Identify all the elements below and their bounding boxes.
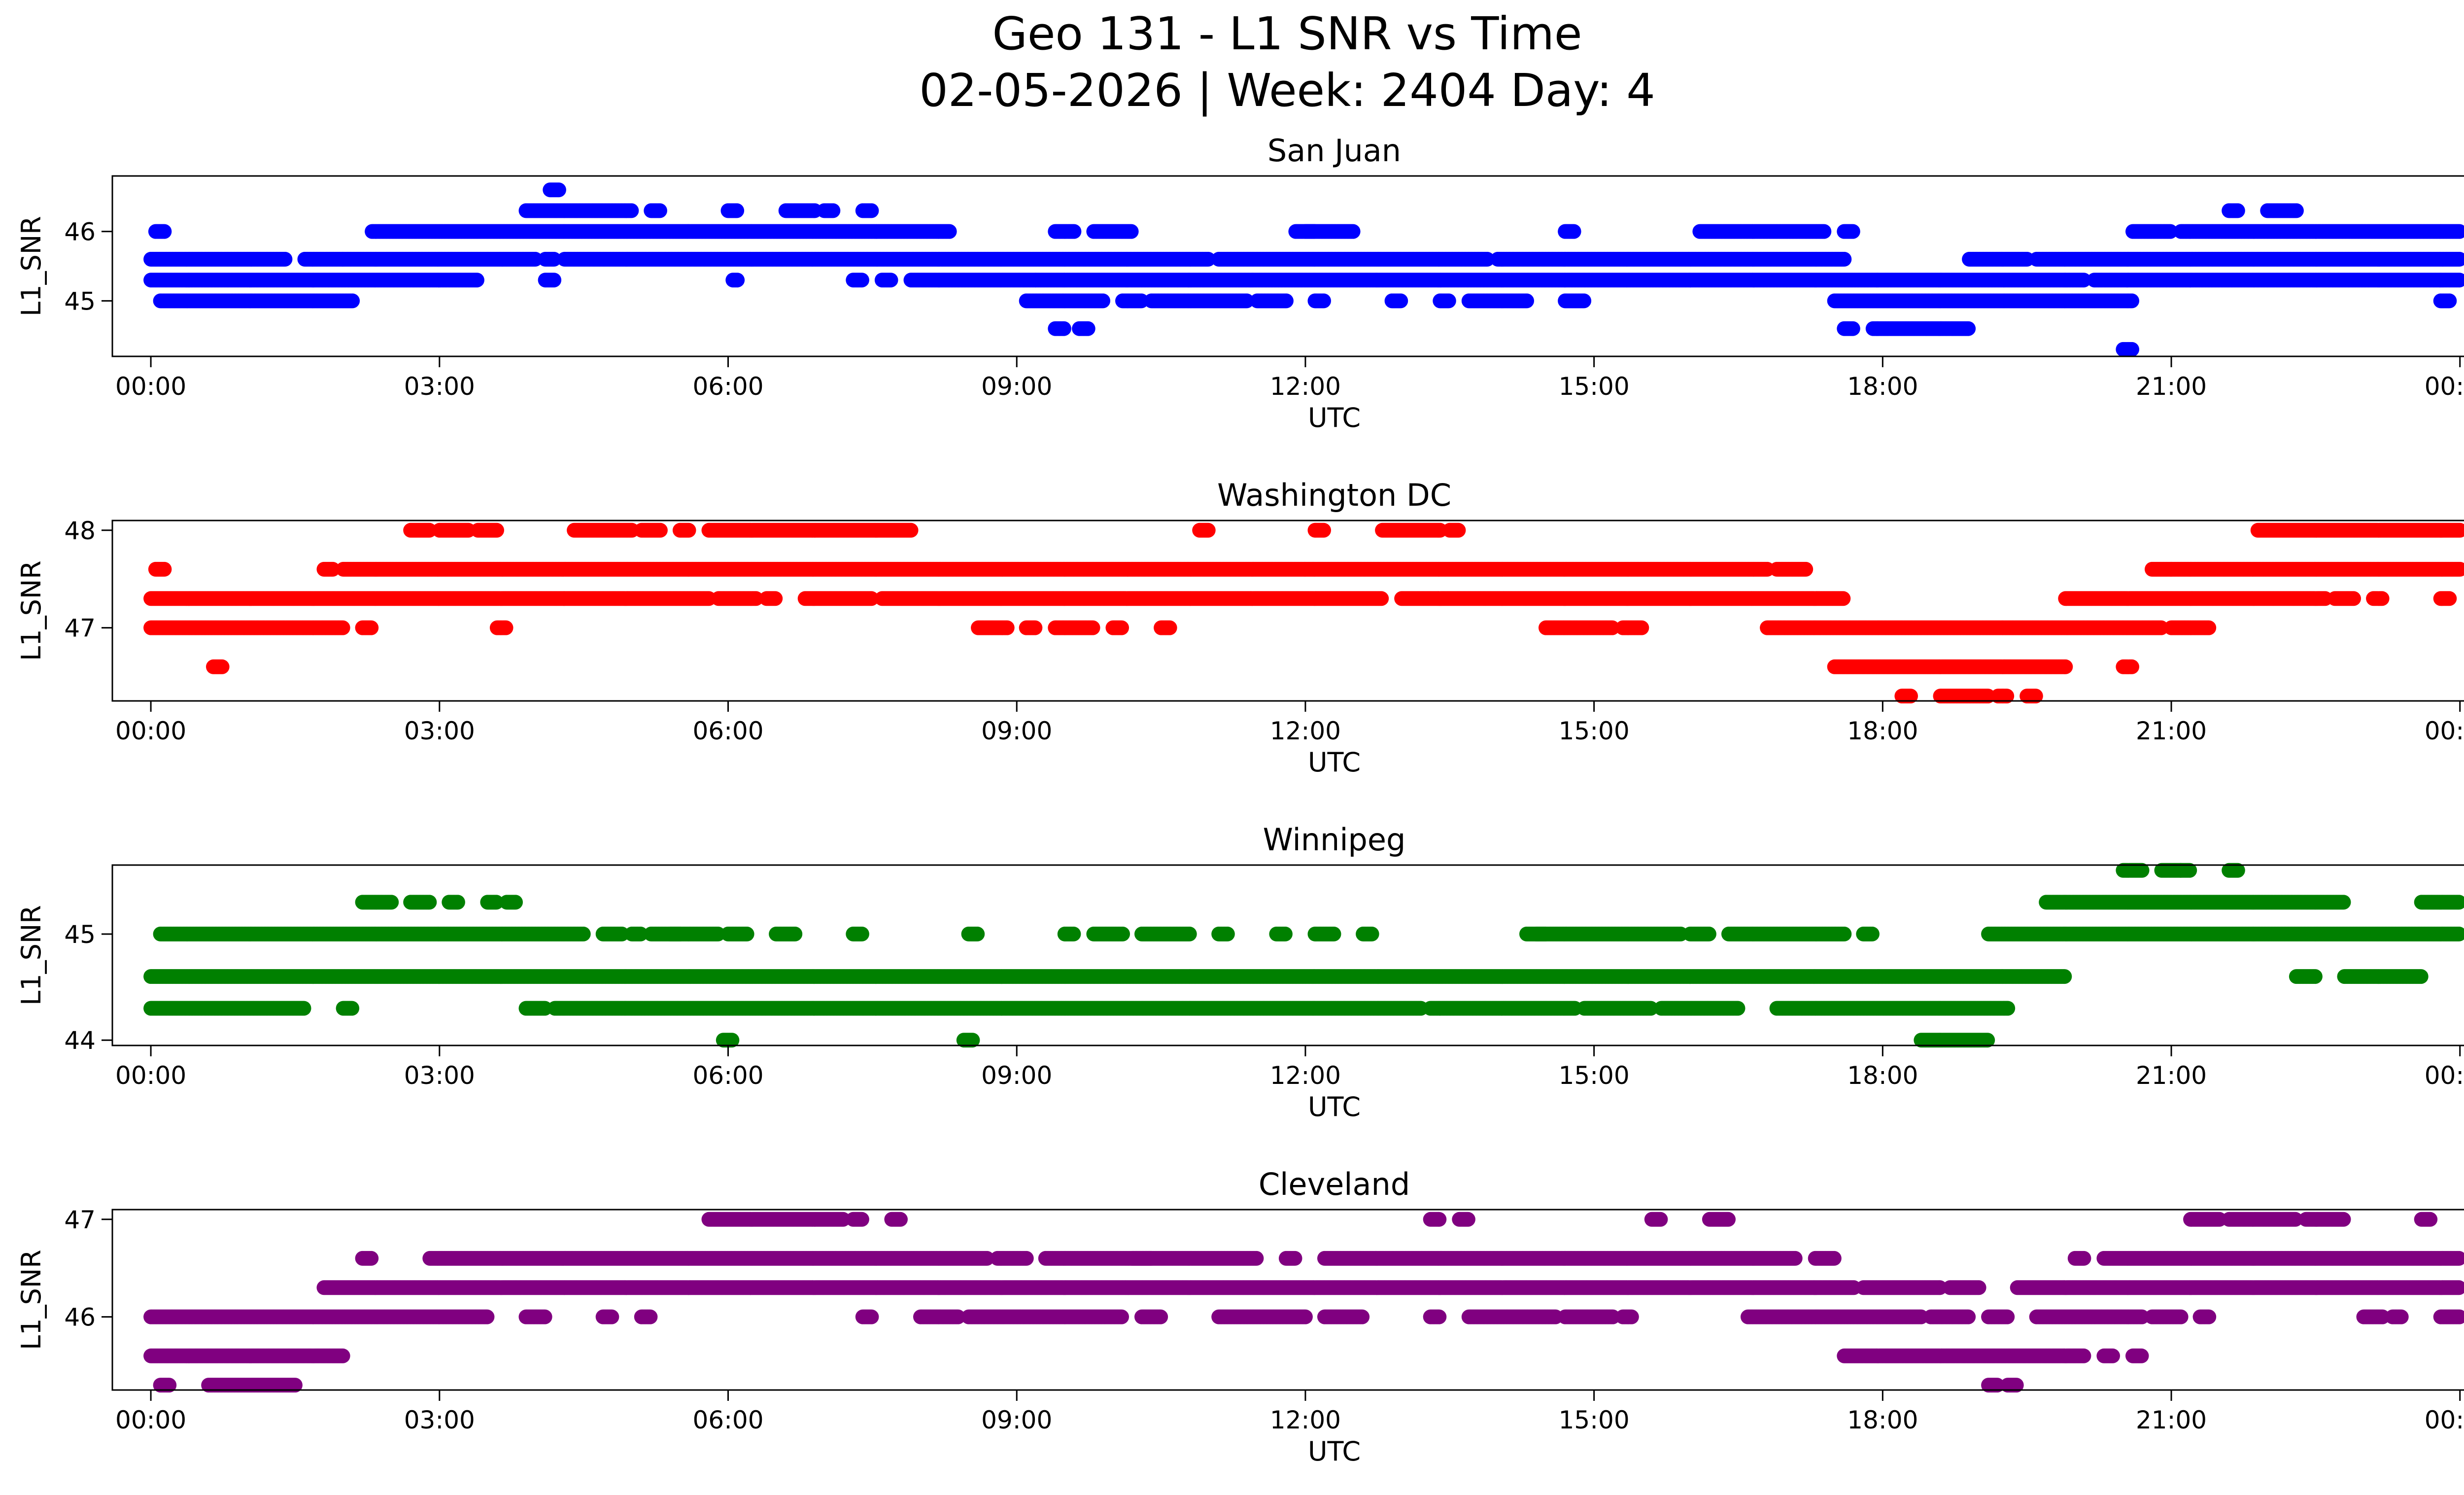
data-point bbox=[1519, 293, 1534, 309]
data-point bbox=[1124, 224, 1139, 239]
subplot-title: San Juan bbox=[1267, 133, 1401, 169]
data-point bbox=[469, 273, 484, 288]
x-tick-label: 00:00 bbox=[2425, 372, 2464, 401]
data-point bbox=[551, 182, 566, 198]
subplot-title: Washington DC bbox=[1217, 477, 1451, 513]
x-tick-label: 12:00 bbox=[1270, 372, 1341, 401]
x-tick-label: 21:00 bbox=[2136, 372, 2207, 401]
data-point bbox=[729, 203, 745, 218]
data-point bbox=[1816, 224, 1832, 239]
data-point bbox=[489, 522, 504, 538]
data-point bbox=[903, 522, 919, 538]
data-point bbox=[1845, 224, 1860, 239]
data-point bbox=[1451, 522, 1466, 538]
y-tick-label: 45 bbox=[64, 287, 96, 315]
x-tick-label: 03:00 bbox=[404, 372, 475, 401]
data-point bbox=[1576, 293, 1592, 309]
data-point bbox=[2230, 203, 2245, 218]
data-point bbox=[547, 273, 562, 288]
figure-title-line1: Geo 131 - L1 SNR vs Time bbox=[992, 7, 1582, 60]
data-point bbox=[883, 273, 898, 288]
data-point bbox=[864, 203, 879, 218]
x-tick-label: 09:00 bbox=[981, 372, 1052, 401]
data-point bbox=[825, 203, 841, 218]
data-point bbox=[942, 224, 957, 239]
data-point bbox=[2124, 342, 2139, 357]
data-point bbox=[157, 224, 172, 239]
figure-title-line2: 02-05-2026 | Week: 2404 Day: 4 bbox=[919, 64, 1655, 117]
data-point bbox=[652, 522, 668, 538]
data-point bbox=[1393, 293, 1408, 309]
data-point bbox=[1066, 224, 1082, 239]
x-tick-label: 15:00 bbox=[1559, 372, 1630, 401]
subplot-panels: San Juan 00:00 03:00 06:00 09:00 12:00 15:00 18… bbox=[16, 133, 2464, 1467]
data-point bbox=[2289, 203, 2304, 218]
data-point bbox=[1080, 321, 1095, 336]
data-point bbox=[652, 203, 667, 218]
data-point bbox=[1056, 321, 1071, 336]
subplot-san-juan: San Juan 00:00 03:00 06:00 09:00 12:00 15:00 18… bbox=[16, 133, 2464, 433]
y-tick-label: 46 bbox=[64, 218, 96, 246]
data-point bbox=[1316, 293, 1331, 309]
data-point bbox=[345, 293, 360, 309]
x-tick-label: 18:00 bbox=[1847, 372, 1918, 401]
data-point bbox=[1845, 321, 1860, 336]
x-tick-label: 06:00 bbox=[692, 372, 763, 401]
data-point bbox=[1441, 293, 1456, 309]
data-point bbox=[681, 522, 696, 538]
data-point bbox=[1278, 293, 1294, 309]
data-point bbox=[2124, 293, 2139, 309]
data-point bbox=[624, 203, 639, 218]
data-point bbox=[1566, 224, 1581, 239]
data-point bbox=[1345, 224, 1361, 239]
data-point bbox=[1961, 321, 1976, 336]
data-point bbox=[1095, 293, 1110, 309]
data-point bbox=[157, 561, 172, 577]
x-tick-label: 00:00 bbox=[115, 372, 186, 401]
data-point bbox=[1837, 251, 1852, 267]
data-point bbox=[854, 273, 869, 288]
y-axis-label: L1_SNR bbox=[16, 216, 47, 316]
data-point bbox=[277, 251, 293, 267]
data-point bbox=[2442, 293, 2457, 309]
x-axis-label: UTC bbox=[1308, 402, 1361, 433]
data-point bbox=[1316, 522, 1331, 538]
data-points-san-juan bbox=[143, 182, 2464, 357]
data-point bbox=[1200, 522, 1216, 538]
data-point bbox=[730, 273, 745, 288]
